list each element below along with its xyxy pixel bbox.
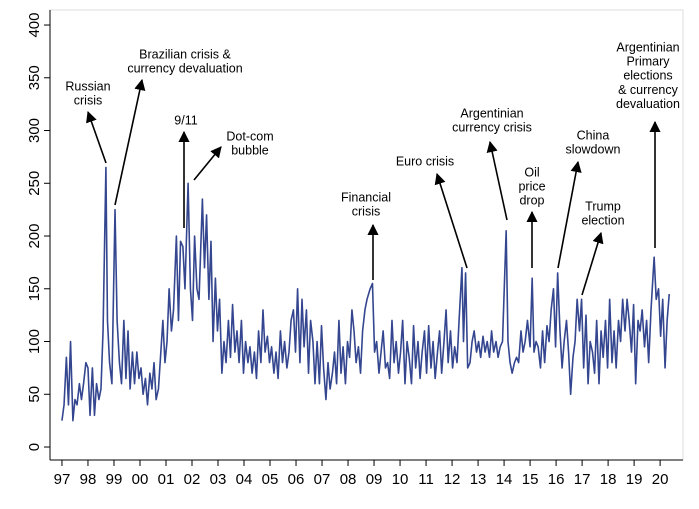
x-tick-label: 18 — [600, 471, 617, 488]
x-tick-label: 15 — [522, 471, 539, 488]
x-tick-label: 98 — [80, 471, 97, 488]
x-tick-label: 00 — [132, 471, 149, 488]
annotation-text: Argentinian — [616, 40, 679, 54]
y-tick-label: 50 — [26, 386, 43, 403]
y-tick-label: 400 — [26, 13, 43, 38]
x-tick-label: 14 — [496, 471, 513, 488]
x-tick-label: 09 — [366, 471, 383, 488]
annotation-text: currency devaluation — [127, 61, 242, 75]
annotation-text: Russian — [65, 79, 110, 93]
x-tick-label: 10 — [392, 471, 409, 488]
annotation-text: elections — [623, 69, 672, 83]
x-tick-label: 19 — [626, 471, 643, 488]
annotation-text: drop — [519, 194, 544, 208]
annotation-text: slowdown — [566, 142, 621, 156]
annotation-text: price — [518, 179, 545, 193]
y-tick-label: 350 — [26, 65, 43, 90]
y-tick-label: 300 — [26, 118, 43, 143]
x-tick-label: 02 — [184, 471, 201, 488]
x-tick-label: 16 — [548, 471, 565, 488]
series-line — [61, 166, 671, 422]
x-tick-label: 03 — [210, 471, 227, 488]
annotation-text: crisis — [74, 93, 102, 107]
y-tick-label: 100 — [26, 329, 43, 354]
annotation-arrow — [557, 160, 582, 269]
annotation-text: Oil — [524, 165, 539, 179]
annotation-arrow — [486, 140, 508, 221]
annotation-arrow — [193, 146, 222, 181]
x-tick-label: 05 — [262, 471, 279, 488]
x-tick-label: 01 — [158, 471, 175, 488]
y-tick-label: 0 — [26, 443, 43, 451]
annotation-text: currency crisis — [452, 120, 532, 134]
annotation-text: crisis — [352, 204, 380, 218]
x-tick-label: 11 — [418, 471, 434, 488]
annotation-arrow — [434, 172, 468, 269]
x-tick-label: 20 — [652, 471, 669, 488]
annotation-text: election — [581, 213, 624, 227]
annotation-arrow — [581, 231, 604, 296]
annotation-text: China — [577, 128, 610, 142]
y-tick-label: 200 — [26, 224, 43, 249]
y-tick-label: 250 — [26, 171, 43, 196]
x-tick-label: 17 — [574, 471, 591, 488]
x-tick-label: 04 — [236, 471, 253, 488]
annotation-text: Financial — [341, 190, 391, 204]
annotation-text: devaluation — [616, 97, 680, 111]
annotation-text: 9/11 — [174, 113, 197, 127]
y-tick-label: 150 — [26, 276, 43, 301]
annotation-text: Dot-com — [226, 129, 273, 143]
x-tick-label: 06 — [288, 471, 305, 488]
annotation-text: Euro crisis — [396, 154, 454, 168]
x-tick-label: 99 — [106, 471, 123, 488]
x-tick-label: 07 — [314, 471, 331, 488]
x-tick-label: 97 — [54, 471, 71, 488]
x-tick-label: 08 — [340, 471, 357, 488]
annotation-text: Primary — [626, 54, 670, 68]
annotation-arrow — [86, 110, 107, 164]
annotation-text: Argentinian — [460, 106, 523, 120]
annotation-text: bubble — [231, 143, 269, 157]
annotation-arrow — [114, 78, 146, 206]
x-tick-label: 12 — [444, 471, 461, 488]
annotation-text: & currency — [618, 83, 678, 97]
x-tick-label: 13 — [470, 471, 487, 488]
annotation-text: Brazilian crisis & — [139, 47, 231, 61]
annotation-text: Trump — [585, 199, 621, 213]
